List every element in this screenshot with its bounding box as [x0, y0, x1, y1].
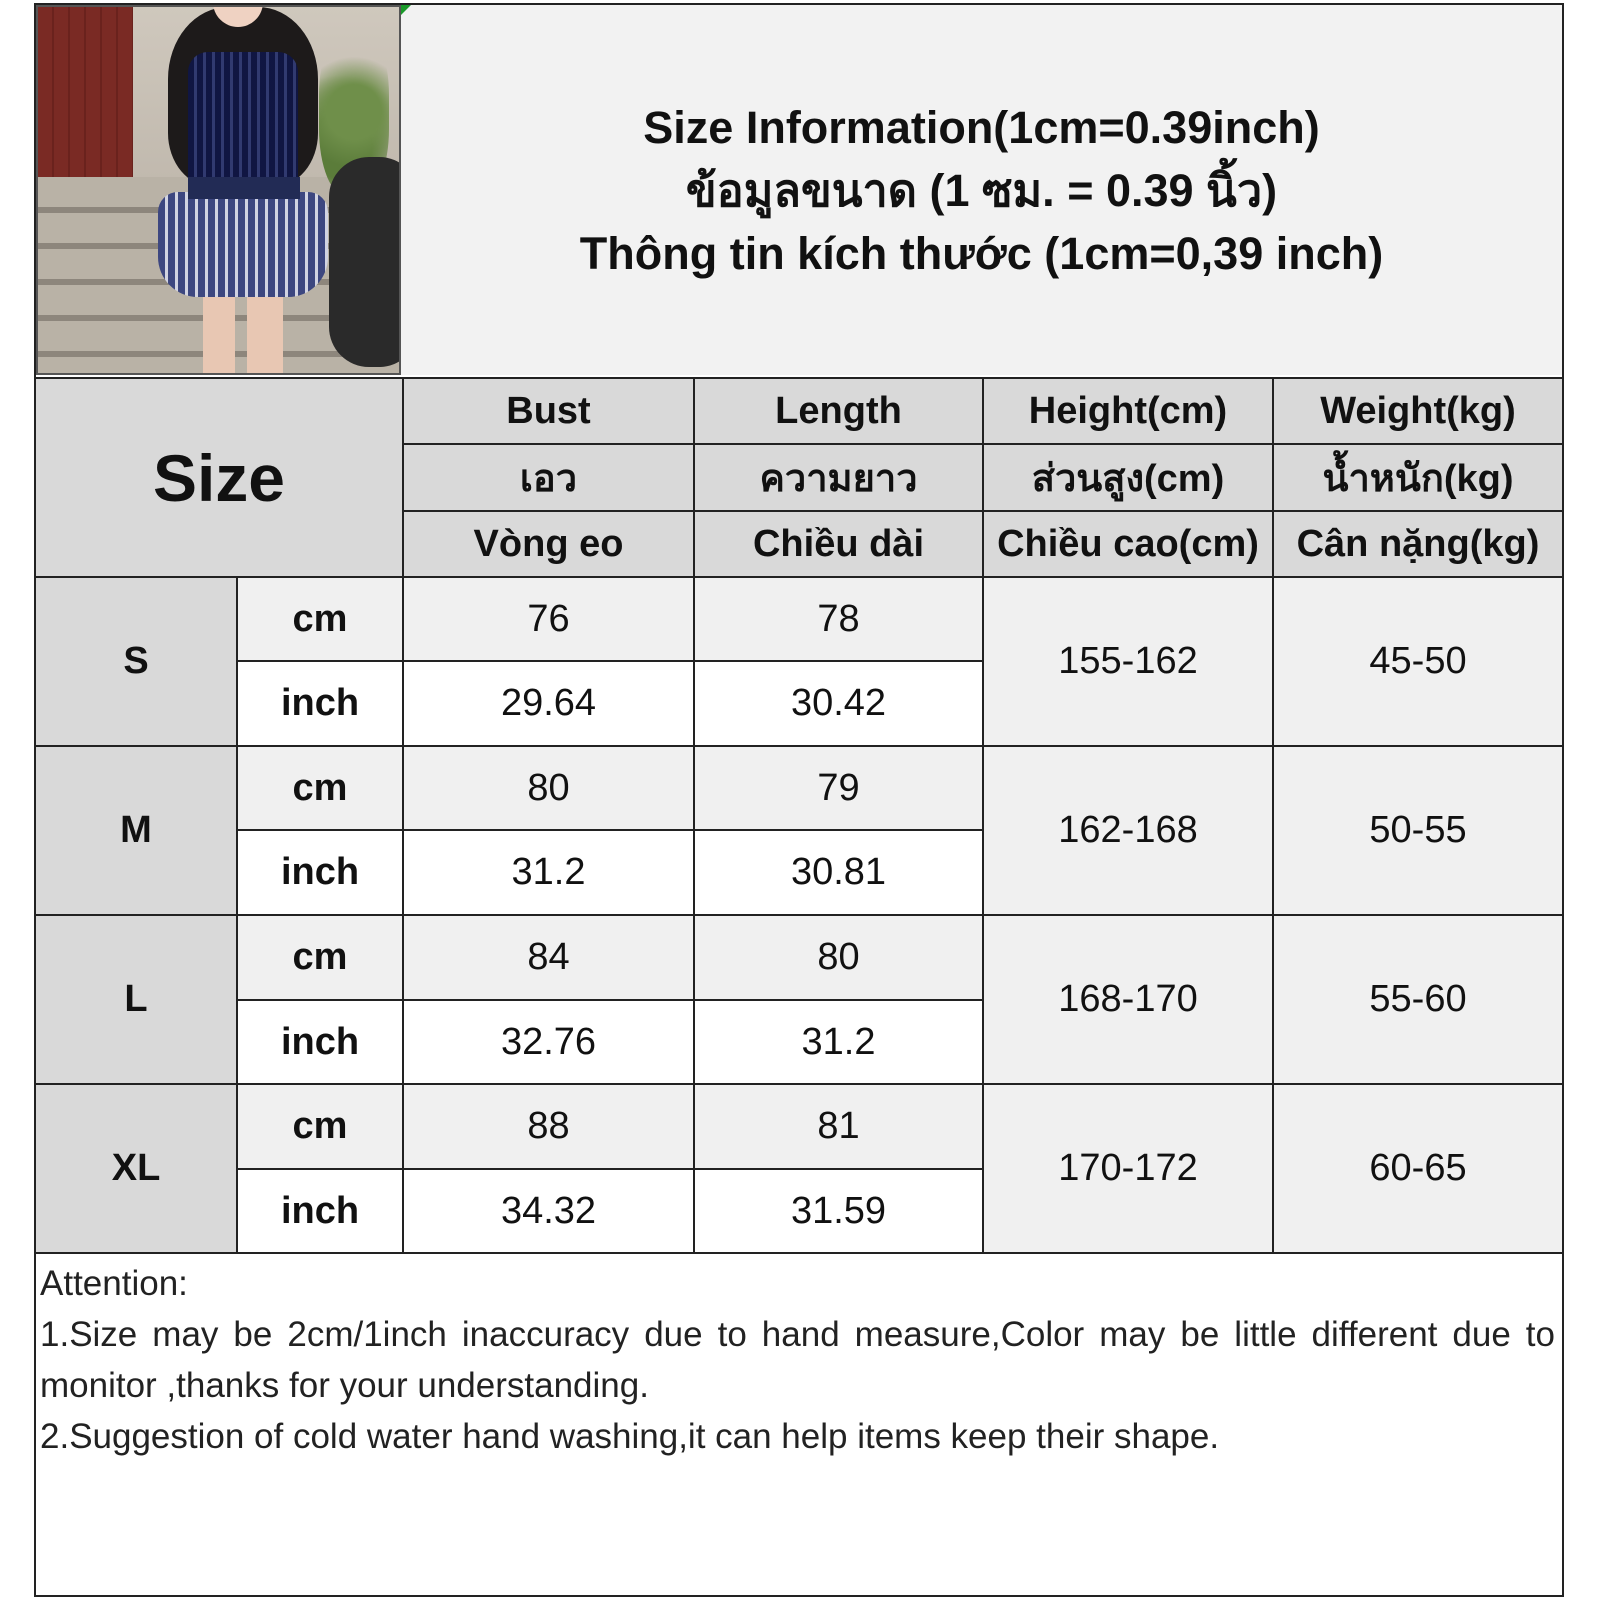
length-cm-value: 81	[695, 1085, 984, 1170]
bust-inch-value: 32.76	[404, 1001, 695, 1085]
height-range-value: 170-172	[984, 1085, 1274, 1254]
unit-inch-label: inch	[238, 831, 404, 916]
column-header-vi: Vòng eo	[404, 512, 695, 578]
bust-cm-value: 88	[404, 1085, 695, 1170]
length-inch-value: 31.2	[695, 1001, 984, 1085]
size-info-title: Size Information(1cm=0.39inch) ข้อมูลขนา…	[401, 5, 1562, 375]
height-range-value: 155-162	[984, 578, 1274, 747]
attention-item-1: 1.Size may be 2cm/1inch inaccuracy due t…	[40, 1315, 1555, 1405]
title-thai: ข้อมูลขนาด (1 ซม. = 0.39 นิ้ว)	[685, 164, 1278, 216]
column-header-en: Bust	[404, 377, 695, 445]
size-label: XL	[34, 1085, 238, 1254]
height-range-value: 168-170	[984, 916, 1274, 1085]
attention-item-2: 2.Suggestion of cold water hand washing,…	[40, 1417, 1220, 1456]
unit-cm-label: cm	[238, 747, 404, 831]
weight-range-value: 45-50	[1274, 578, 1564, 747]
column-header-en: Height(cm)	[984, 377, 1274, 445]
unit-cm-label: cm	[238, 578, 404, 662]
unit-inch-label: inch	[238, 662, 404, 747]
attention-notes: Attention: 1.Size may be 2cm/1inch inacc…	[40, 1258, 1555, 1462]
length-inch-value: 30.81	[695, 831, 984, 916]
title-english: Size Information(1cm=0.39inch)	[643, 101, 1320, 153]
weight-range-value: 60-65	[1274, 1085, 1564, 1254]
attention-heading: Attention:	[40, 1264, 188, 1303]
column-header-th: ส่วนสูง(cm)	[984, 445, 1274, 512]
weight-range-value: 55-60	[1274, 916, 1564, 1085]
column-header-en: Weight(kg)	[1274, 377, 1564, 445]
bust-inch-value: 31.2	[404, 831, 695, 916]
photo-dress-top	[188, 52, 298, 192]
column-header-vi: Chiều cao(cm)	[984, 512, 1274, 578]
size-label: S	[34, 578, 238, 747]
photo-legs	[203, 297, 283, 373]
unit-inch-label: inch	[238, 1001, 404, 1085]
size-label: M	[34, 747, 238, 916]
length-cm-value: 78	[695, 578, 984, 662]
column-header-th: น้ำหนัก(kg)	[1274, 445, 1564, 512]
unit-cm-label: cm	[238, 916, 404, 1001]
bust-cm-value: 84	[404, 916, 695, 1001]
height-range-value: 162-168	[984, 747, 1274, 916]
column-header-en: Length	[695, 377, 984, 445]
length-cm-value: 79	[695, 747, 984, 831]
column-header-vi: Cân nặng(kg)	[1274, 512, 1564, 578]
bust-inch-value: 29.64	[404, 662, 695, 747]
length-inch-value: 31.59	[695, 1170, 984, 1254]
size-header: Size	[34, 377, 404, 578]
photo-motorbike	[329, 157, 399, 367]
column-header-th: ความยาว	[695, 445, 984, 512]
column-header-th: เอว	[404, 445, 695, 512]
weight-range-value: 50-55	[1274, 747, 1564, 916]
photo-door	[38, 7, 133, 177]
bust-cm-value: 76	[404, 578, 695, 662]
product-photo	[36, 5, 401, 375]
photo-dress-skirt	[158, 192, 328, 297]
length-cm-value: 80	[695, 916, 984, 1001]
size-label: L	[34, 916, 238, 1085]
bust-inch-value: 34.32	[404, 1170, 695, 1254]
cell-corner-marker	[401, 5, 411, 15]
title-vietnamese: Thông tin kích thước (1cm=0,39 inch)	[579, 227, 1384, 279]
photo-model-face	[213, 7, 263, 27]
photo-belt	[188, 177, 300, 199]
column-header-vi: Chiều dài	[695, 512, 984, 578]
bust-cm-value: 80	[404, 747, 695, 831]
unit-inch-label: inch	[238, 1170, 404, 1254]
length-inch-value: 30.42	[695, 662, 984, 747]
unit-cm-label: cm	[238, 1085, 404, 1170]
